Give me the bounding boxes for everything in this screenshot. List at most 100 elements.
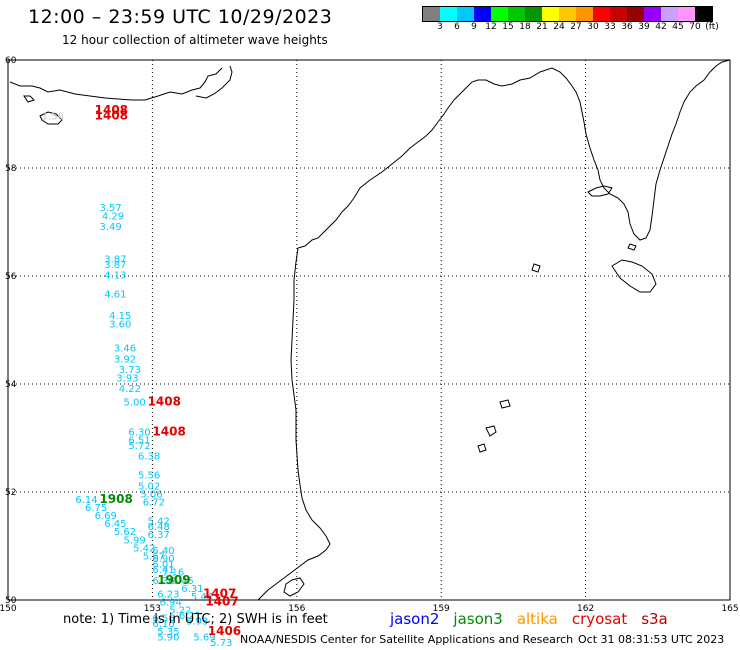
wave-height-label: 5.72 (128, 441, 150, 452)
wave-height-label: 5.67 (143, 552, 165, 563)
wave-height-label: 5.22 (169, 606, 191, 617)
wave-height-label: 5.35 (157, 627, 179, 638)
legend-label: 24 (553, 22, 565, 32)
lat-tick-label: 56 (5, 272, 17, 282)
legend-label: 21 (536, 22, 548, 32)
legend-swatch (508, 7, 525, 21)
wave-height-label: 5.56 (138, 471, 160, 482)
legend-label: 3 (437, 22, 443, 32)
wave-height-label: 6.36 (152, 576, 174, 587)
legend-label: 36 (621, 22, 633, 32)
legend-swatch (423, 7, 440, 21)
wave-height-label: 5.42 (133, 543, 155, 554)
wave-height-label: 3.49 (99, 222, 121, 233)
legend-label: 30 (587, 22, 599, 32)
wave-height-label: 6.90 (152, 554, 174, 565)
legend-label: 39 (638, 22, 650, 32)
observation-labels: 1.563.574.293.493.873.874.134.614.153.60… (42, 103, 246, 650)
legend-label: (ft) (705, 22, 719, 32)
legend-swatch (576, 7, 593, 21)
sat-jason2: jason2 (390, 610, 440, 628)
wave-height-label: 6.16 (152, 619, 174, 630)
wave-height-label: 5.69 (193, 633, 215, 644)
legend-label: 70 (689, 22, 701, 32)
legend-swatch (491, 7, 508, 21)
lon-tick-label: 162 (577, 604, 594, 614)
legend-label: 18 (519, 22, 531, 32)
wave-height-label: 6.72 (143, 498, 165, 509)
pass-time-label: 1909 (157, 573, 190, 587)
map-subtitle: 12 hour collection of altimeter wave hei… (62, 33, 328, 47)
wave-height-label: 5.42 (148, 516, 170, 527)
legend-label: 42 (655, 22, 667, 32)
legend-swatch (593, 7, 610, 21)
legend-swatch (474, 7, 491, 21)
wave-height-label: 6.45 (172, 576, 194, 587)
lon-tick-label: 153 (144, 604, 161, 614)
coastline (9, 59, 731, 601)
wave-height-label: 5.99 (124, 535, 146, 546)
wave-height-label: 4.15 (109, 311, 131, 322)
wave-height-label: 3.92 (114, 354, 136, 365)
sat-s3a: s3a (641, 610, 668, 628)
legend-swatch (661, 7, 678, 21)
legend-swatch (627, 7, 644, 21)
wave-height-label: 3.46 (114, 344, 136, 355)
wave-height-label: 5.02 (138, 481, 160, 492)
wave-height-label: 4.13 (104, 271, 126, 282)
wave-height-label: 4.61 (104, 290, 126, 301)
wave-height-label: 6.23 (157, 589, 179, 600)
legend-swatch (678, 7, 695, 21)
wave-height-label: 6.45 (104, 519, 126, 530)
wave-height-label: 7.16 (162, 568, 184, 579)
legend-label: 6 (454, 22, 460, 32)
wave-height-label: 6.75 (85, 503, 107, 514)
wave-height-label: 6.38 (138, 452, 160, 463)
satellite-legend: jason2 jason3 altika cryosat s3a (390, 610, 682, 628)
legend-label: 45 (672, 22, 684, 32)
legend-swatch (525, 7, 542, 21)
wave-height-label: 4.29 (102, 211, 124, 222)
pass-time-label: 1408 (148, 395, 181, 409)
wave-height-label: 6.56 (152, 614, 174, 625)
wave-height-label: 6.69 (95, 511, 117, 522)
units-note: note: 1) Time is in UTC; 2) SWH is in fe… (63, 612, 328, 627)
legend-swatch (610, 7, 627, 21)
pass-time-label: 1406 (208, 624, 241, 638)
legend-label: 9 (471, 22, 477, 32)
pass-time-label: 1408 (152, 424, 185, 438)
wave-height-label: 6.31 (181, 584, 203, 595)
sat-cryosat: cryosat (571, 610, 628, 628)
pass-time-label: 1407 (205, 594, 238, 608)
wave-height-label: 6.51 (128, 435, 150, 446)
wave-height-label: 5.90 (157, 633, 179, 644)
wave-height-label: 6.37 (148, 530, 170, 541)
lat-tick-label: 50 (5, 596, 17, 606)
wave-height-label: 4.22 (119, 384, 141, 395)
wave-height-label: 6.21 (179, 611, 201, 622)
lon-tick-label: 150 (0, 604, 17, 614)
wave-height-label: 6.40 (152, 546, 174, 557)
credit-line: NOAA/NESDIS Center for Satellite Applica… (240, 633, 574, 646)
wave-height-label: 6.41 (152, 565, 174, 576)
wave-height-label: 1.56 (42, 111, 64, 122)
wave-height-label: 5.73 (210, 638, 232, 649)
wave-height-label: 5.93 (186, 616, 208, 627)
color-scale-legend (422, 6, 713, 22)
color-scale-labels: 3 6 9 12 15 18 21 24 27 30 33 36 39 42 45 70 (ft) (422, 22, 740, 34)
map-title: 12:00 – 23:59 UTC 10/29/2023 (28, 6, 333, 28)
wave-height-label: 5.62 (114, 527, 136, 538)
pass-time-label: 1408 (95, 108, 128, 122)
wave-height-label: 6.48 (148, 522, 170, 533)
legend-swatch (644, 7, 661, 21)
sat-altika: altika (516, 610, 558, 628)
pass-time-label: 1407 (203, 586, 236, 600)
wave-height-label: 3.60 (109, 319, 131, 330)
wave-height-label: 6.30 (128, 427, 150, 438)
lat-tick-label: 58 (5, 164, 17, 174)
map-frame (7, 59, 731, 601)
pass-time-label: 1408 (95, 103, 128, 117)
wave-height-label: 3.87 (104, 260, 126, 271)
wave-height-label: 5.06 (140, 489, 162, 500)
